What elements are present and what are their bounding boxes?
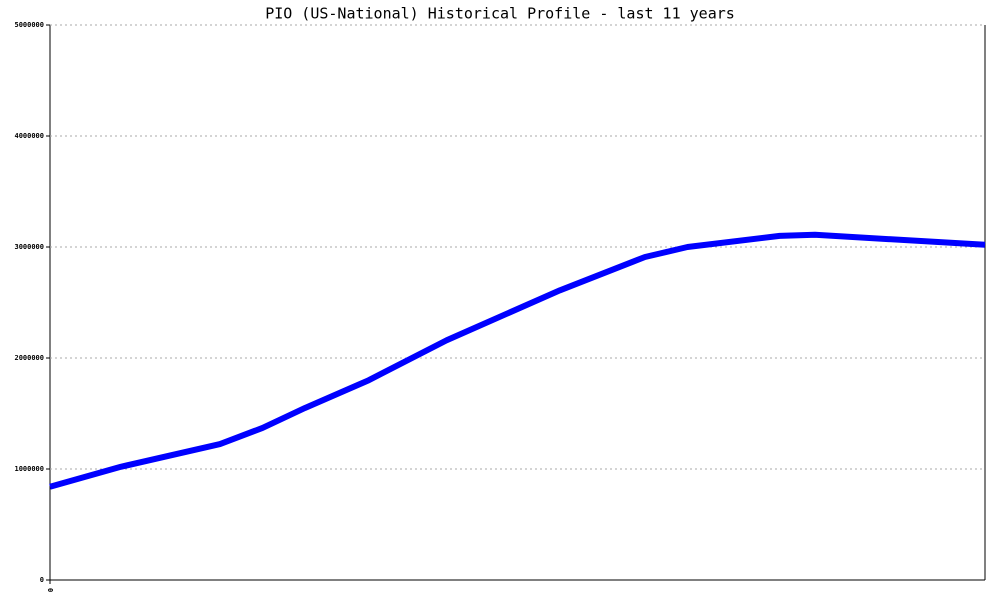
data-line [49,231,986,490]
chart-title: PIO (US-National) Historical Profile - l… [265,5,735,23]
y-tick-label: 2000000 [14,354,44,362]
x-tick-label: 0 [46,588,54,592]
y-tick-label: 3000000 [14,243,44,251]
y-tick-label: 5000000 [14,21,44,29]
y-tick-label: 0 [40,576,44,584]
y-tick-label: 1000000 [14,465,44,473]
y-tick-label: 4000000 [14,132,44,140]
